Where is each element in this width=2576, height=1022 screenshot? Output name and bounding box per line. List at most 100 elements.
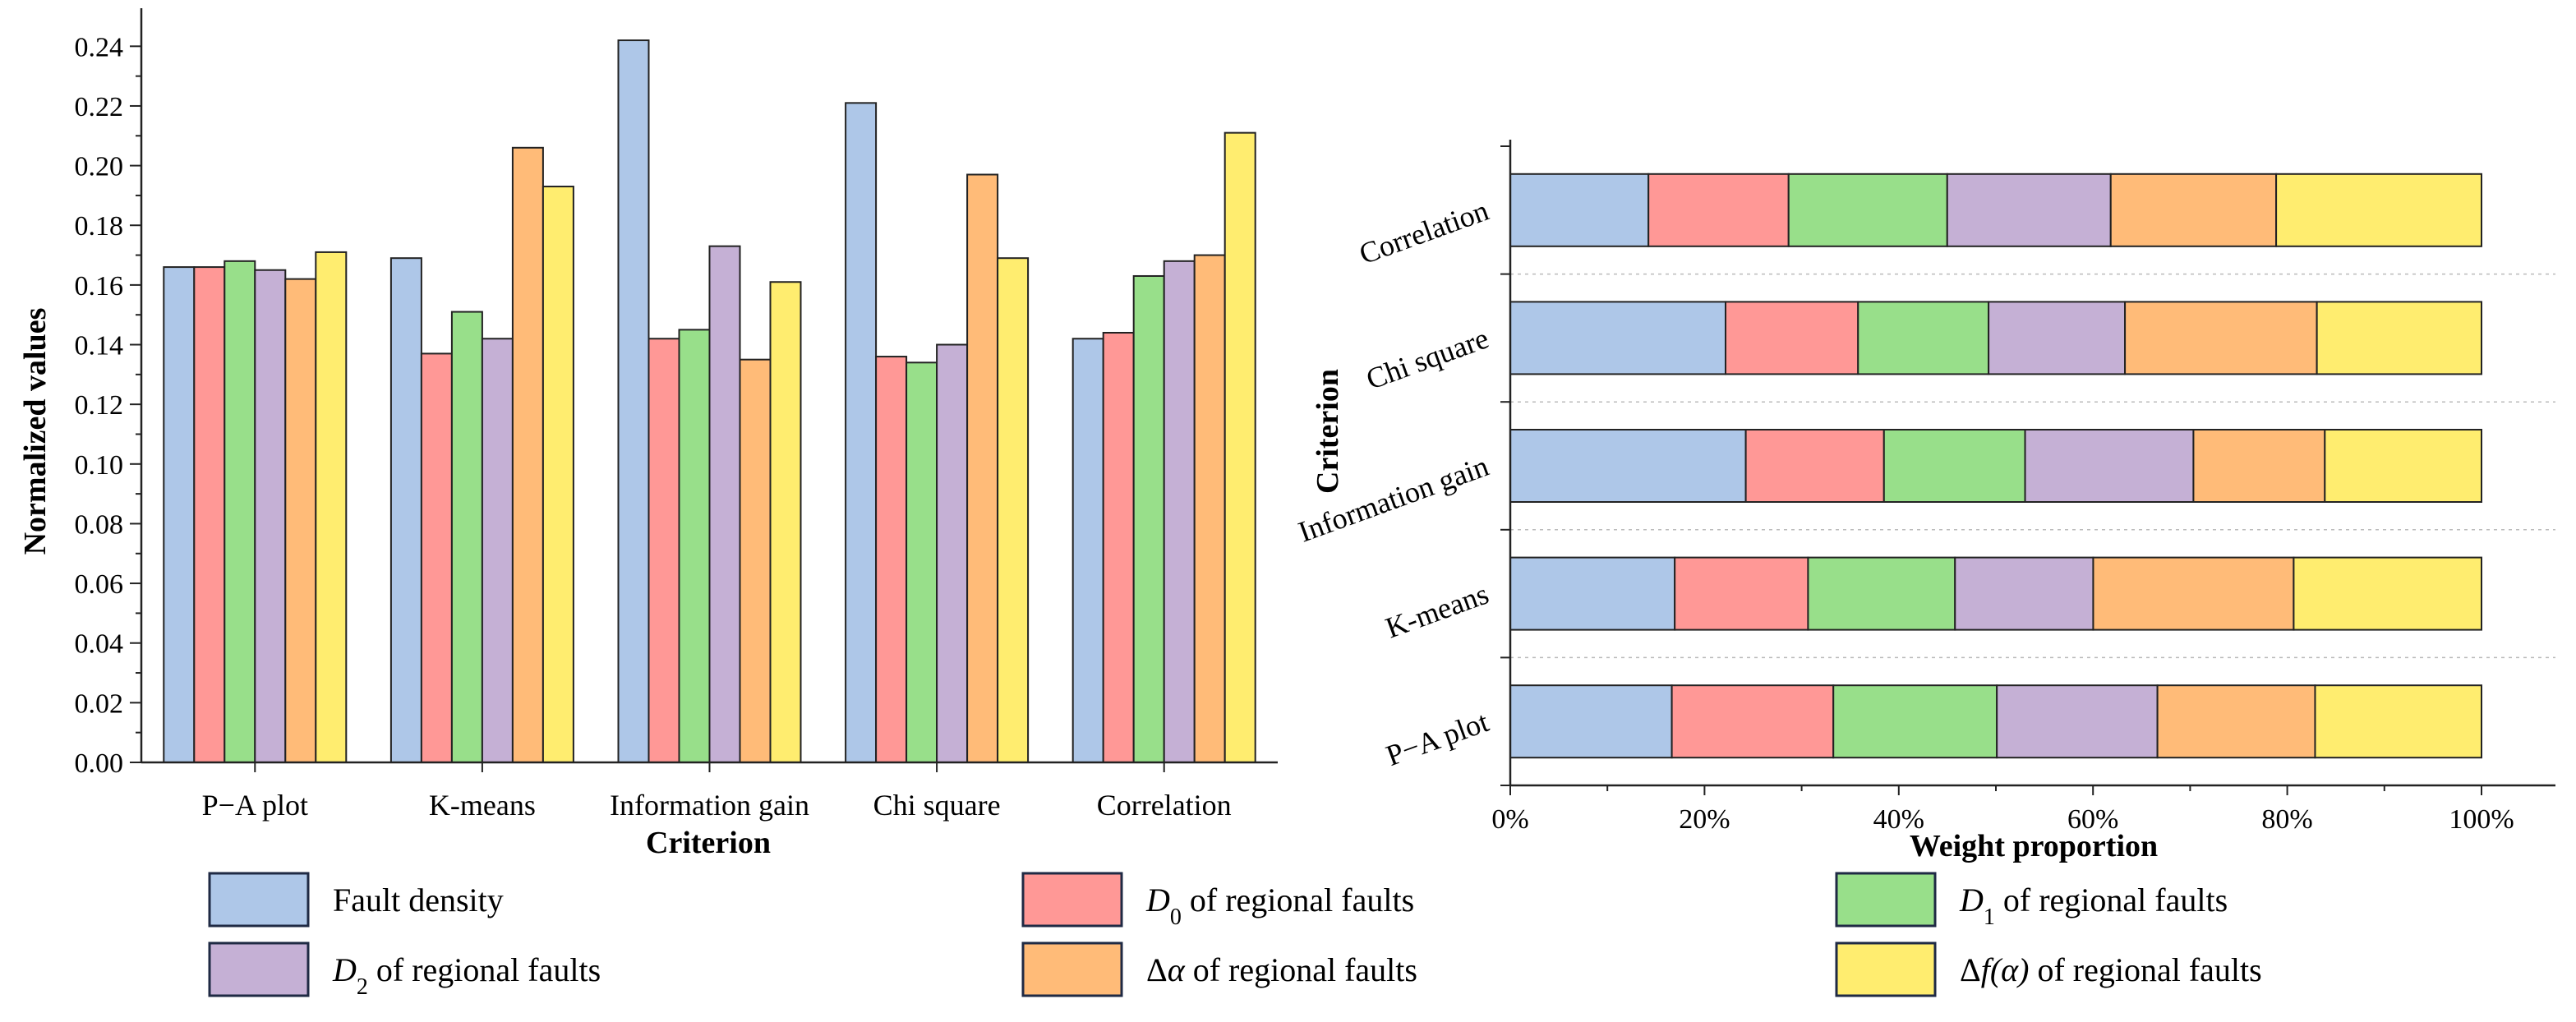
stack-p-a-plot-d1-of-regional-faults [1832,684,1998,759]
legend-swatch-d1-of-regional-faults [1835,872,1937,928]
stack-p-a-plot-of-regional-faults [2156,684,2316,759]
legend-swatch-of-regional-faults [1021,941,1123,997]
bar-k-means-f-of-regional-faults [541,186,574,764]
left-grouped-bar-chart: P−A plot K-means Information gain Chi squar… [18,8,1278,860]
stack-k-means-d0-of-regional-faults [1674,556,1809,631]
y-tick-label: 0.08 [75,509,124,540]
bar-k-means-of-regional-faults [511,146,544,764]
bar-k-means-d2-of-regional-faults [481,338,514,764]
stack-information-gain-of-regional-faults [2192,429,2326,503]
stack-k-means-d2-of-regional-faults [1954,556,2094,631]
stack-chi-square-d0-of-regional-faults [1725,301,1859,375]
stack-information-gain-d2-of-regional-faults [2024,429,2195,503]
legend-entry-d2-of-regional-faults: D2 of regional faults [208,941,601,1000]
y-tick-label-p-a-plot: P−A plot [1382,705,1493,772]
y-tick-label: 0.10 [75,450,124,481]
stack-correlation-fault-density [1509,173,1650,247]
legend-label-of-regional-faults: Δα of regional faults [1146,951,1417,988]
stack-k-means-fault-density [1509,556,1676,631]
x-tick-label-p-a-plot: P−A plot [202,789,308,822]
y-tick-label: 0.12 [75,390,124,421]
bar-correlation-d0-of-regional-faults [1102,331,1135,763]
bar-correlation-d2-of-regional-faults [1163,260,1196,764]
y-tick-label-chi-square: Chi square [1362,321,1492,396]
y-tick-label: 0.16 [75,271,124,302]
stack-chi-square-fault-density [1509,301,1727,375]
left-axes: P−A plot K-means Information gain Chi squar… [75,8,1278,822]
bar-correlation-f-of-regional-faults [1223,131,1256,763]
stack-chi-square-d2-of-regional-faults [1988,301,2127,375]
bar-chi-square-d0-of-regional-faults [875,356,908,763]
bar-k-means-d1-of-regional-faults [450,311,483,763]
bar-p-a-plot-f-of-regional-faults [315,251,348,764]
bar-k-means-fault-density [389,257,422,763]
bar-chi-square-f-of-regional-faults [997,257,1030,763]
left-x-axis-title: Criterion [646,826,771,860]
y-tick-label: 0.20 [75,152,124,182]
stack-p-a-plot-f-of-regional-faults [2314,684,2482,759]
x-tick-label: 0% [1491,804,1528,835]
stack-correlation-f-of-regional-faults [2275,173,2482,247]
left-y-axis-title: Normalized values [18,308,53,555]
bar-chi-square-of-regional-faults [966,173,999,764]
bar-p-a-plot-fault-density [163,266,196,763]
bar-p-a-plot-d0-of-regional-faults [193,266,226,763]
y-tick-label: 0.04 [75,629,124,660]
bar-p-a-plot-of-regional-faults [284,278,317,763]
y-tick-label: 0.24 [75,32,124,62]
legend-swatch-f-of-regional-faults [1835,941,1937,997]
stack-k-means-of-regional-faults [2092,556,2295,631]
bar-chi-square-d2-of-regional-faults [936,343,969,763]
x-tick-label: 40% [1873,804,1924,835]
bar-information-gain-d0-of-regional-faults [647,338,680,764]
bar-chi-square-fault-density [845,102,878,763]
legend-entry-fault-density: Fault density [208,872,504,928]
stack-p-a-plot-d2-of-regional-faults [1996,684,2159,759]
legend-swatch-fault-density [208,872,310,928]
bar-information-gain-d2-of-regional-faults [708,245,741,763]
stack-correlation-d1-of-regional-faults [1787,173,1948,247]
legend: Fault density D0 of regional faults D1 of … [208,872,2262,1000]
stack-information-gain-f-of-regional-faults [2324,429,2483,503]
y-tick-label: 0.14 [75,331,124,361]
legend-entry-of-regional-faults: Δα of regional faults [1021,941,1417,997]
right-x-axis-title: Weight proportion [1910,829,2158,863]
x-tick-label: 80% [2261,804,2312,835]
legend-label-d1-of-regional-faults: D1 of regional faults [1959,882,2228,930]
y-tick-label: 0.18 [75,211,124,242]
stack-chi-square-f-of-regional-faults [2316,301,2482,375]
legend-swatch-d0-of-regional-faults [1021,872,1123,928]
bar-p-a-plot-d2-of-regional-faults [254,269,287,764]
bar-information-gain-f-of-regional-faults [769,281,802,763]
y-tick-label-correlation: Correlation [1355,194,1493,271]
stack-information-gain-fault-density [1509,429,1747,503]
stack-chi-square-d1-of-regional-faults [1857,301,1990,375]
stack-correlation-d2-of-regional-faults [1946,173,2112,247]
x-tick-label: 100% [2449,804,2514,835]
bar-p-a-plot-d1-of-regional-faults [223,260,256,764]
x-tick-label-information-gain: Information gain [610,789,809,822]
stack-k-means-d1-of-regional-faults [1807,556,1956,631]
legend-swatch-d2-of-regional-faults [208,941,310,997]
legend-label-fault-density: Fault density [333,882,504,918]
legend-entry-d0-of-regional-faults: D0 of regional faults [1021,872,1414,930]
y-tick-label: 0.00 [75,748,124,779]
stack-k-means-f-of-regional-faults [2293,556,2482,631]
legend-label-d0-of-regional-faults: D0 of regional faults [1145,882,1414,930]
stack-p-a-plot-fault-density [1509,684,1673,759]
stack-correlation-d0-of-regional-faults [1647,173,1790,247]
bar-chi-square-d1-of-regional-faults [906,361,938,763]
y-tick-label: 0.02 [75,688,124,719]
y-tick-label: 0.06 [75,569,124,600]
stack-information-gain-d1-of-regional-faults [1882,429,2026,503]
stack-chi-square-of-regional-faults [2124,301,2318,375]
legend-label-d2-of-regional-faults: D2 of regional faults [332,951,601,1000]
x-tick-label-k-means: K-means [429,789,536,822]
stack-correlation-of-regional-faults [2109,173,2278,247]
bar-k-means-d0-of-regional-faults [420,352,453,763]
right-bars [1509,173,2483,759]
bar-correlation-fault-density [1071,338,1104,764]
legend-entry-d1-of-regional-faults: D1 of regional faults [1835,872,2228,930]
